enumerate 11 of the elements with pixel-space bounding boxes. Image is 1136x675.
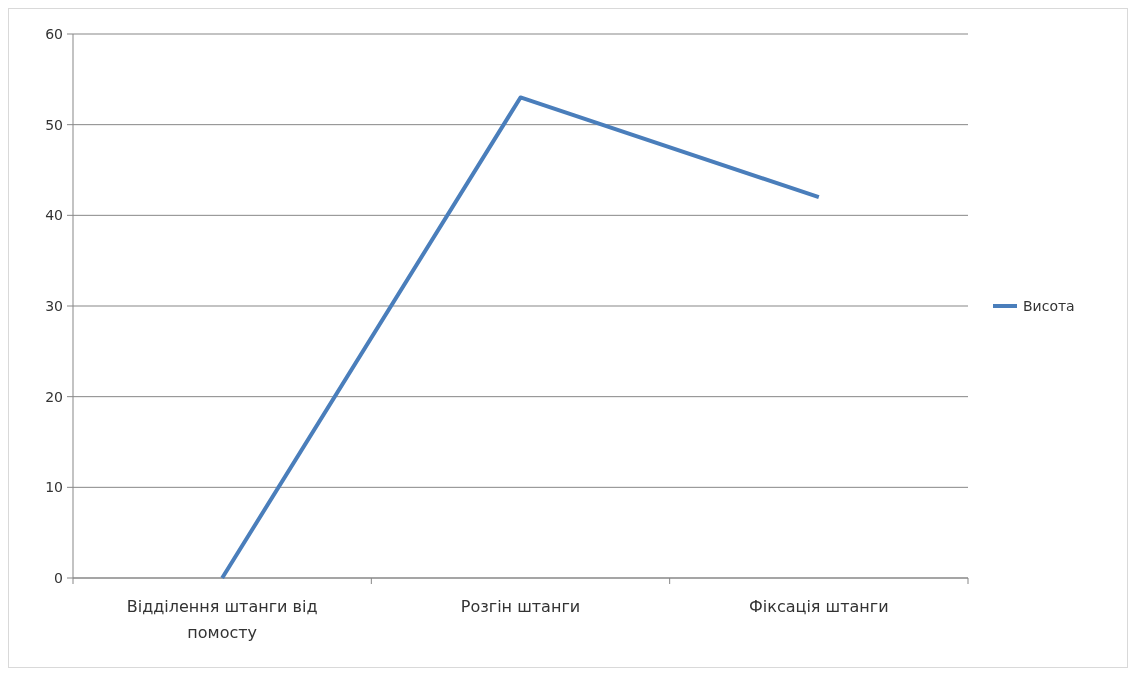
- y-tick-label: 20: [45, 388, 63, 405]
- y-tick-label: 40: [45, 207, 63, 224]
- legend-label: Висота: [1023, 297, 1075, 314]
- x-tick-label: Відділення штанги від помосту: [126, 597, 318, 642]
- y-tick-label: 0: [54, 569, 63, 586]
- y-tick-label: 30: [45, 297, 63, 314]
- y-tick-label: 60: [45, 25, 63, 42]
- x-tick-label: Фіксація штанги: [749, 597, 889, 616]
- x-tick-label: Розгін штанги: [460, 597, 581, 616]
- y-tick-label: 10: [45, 479, 63, 496]
- y-tick-label: 50: [45, 116, 63, 133]
